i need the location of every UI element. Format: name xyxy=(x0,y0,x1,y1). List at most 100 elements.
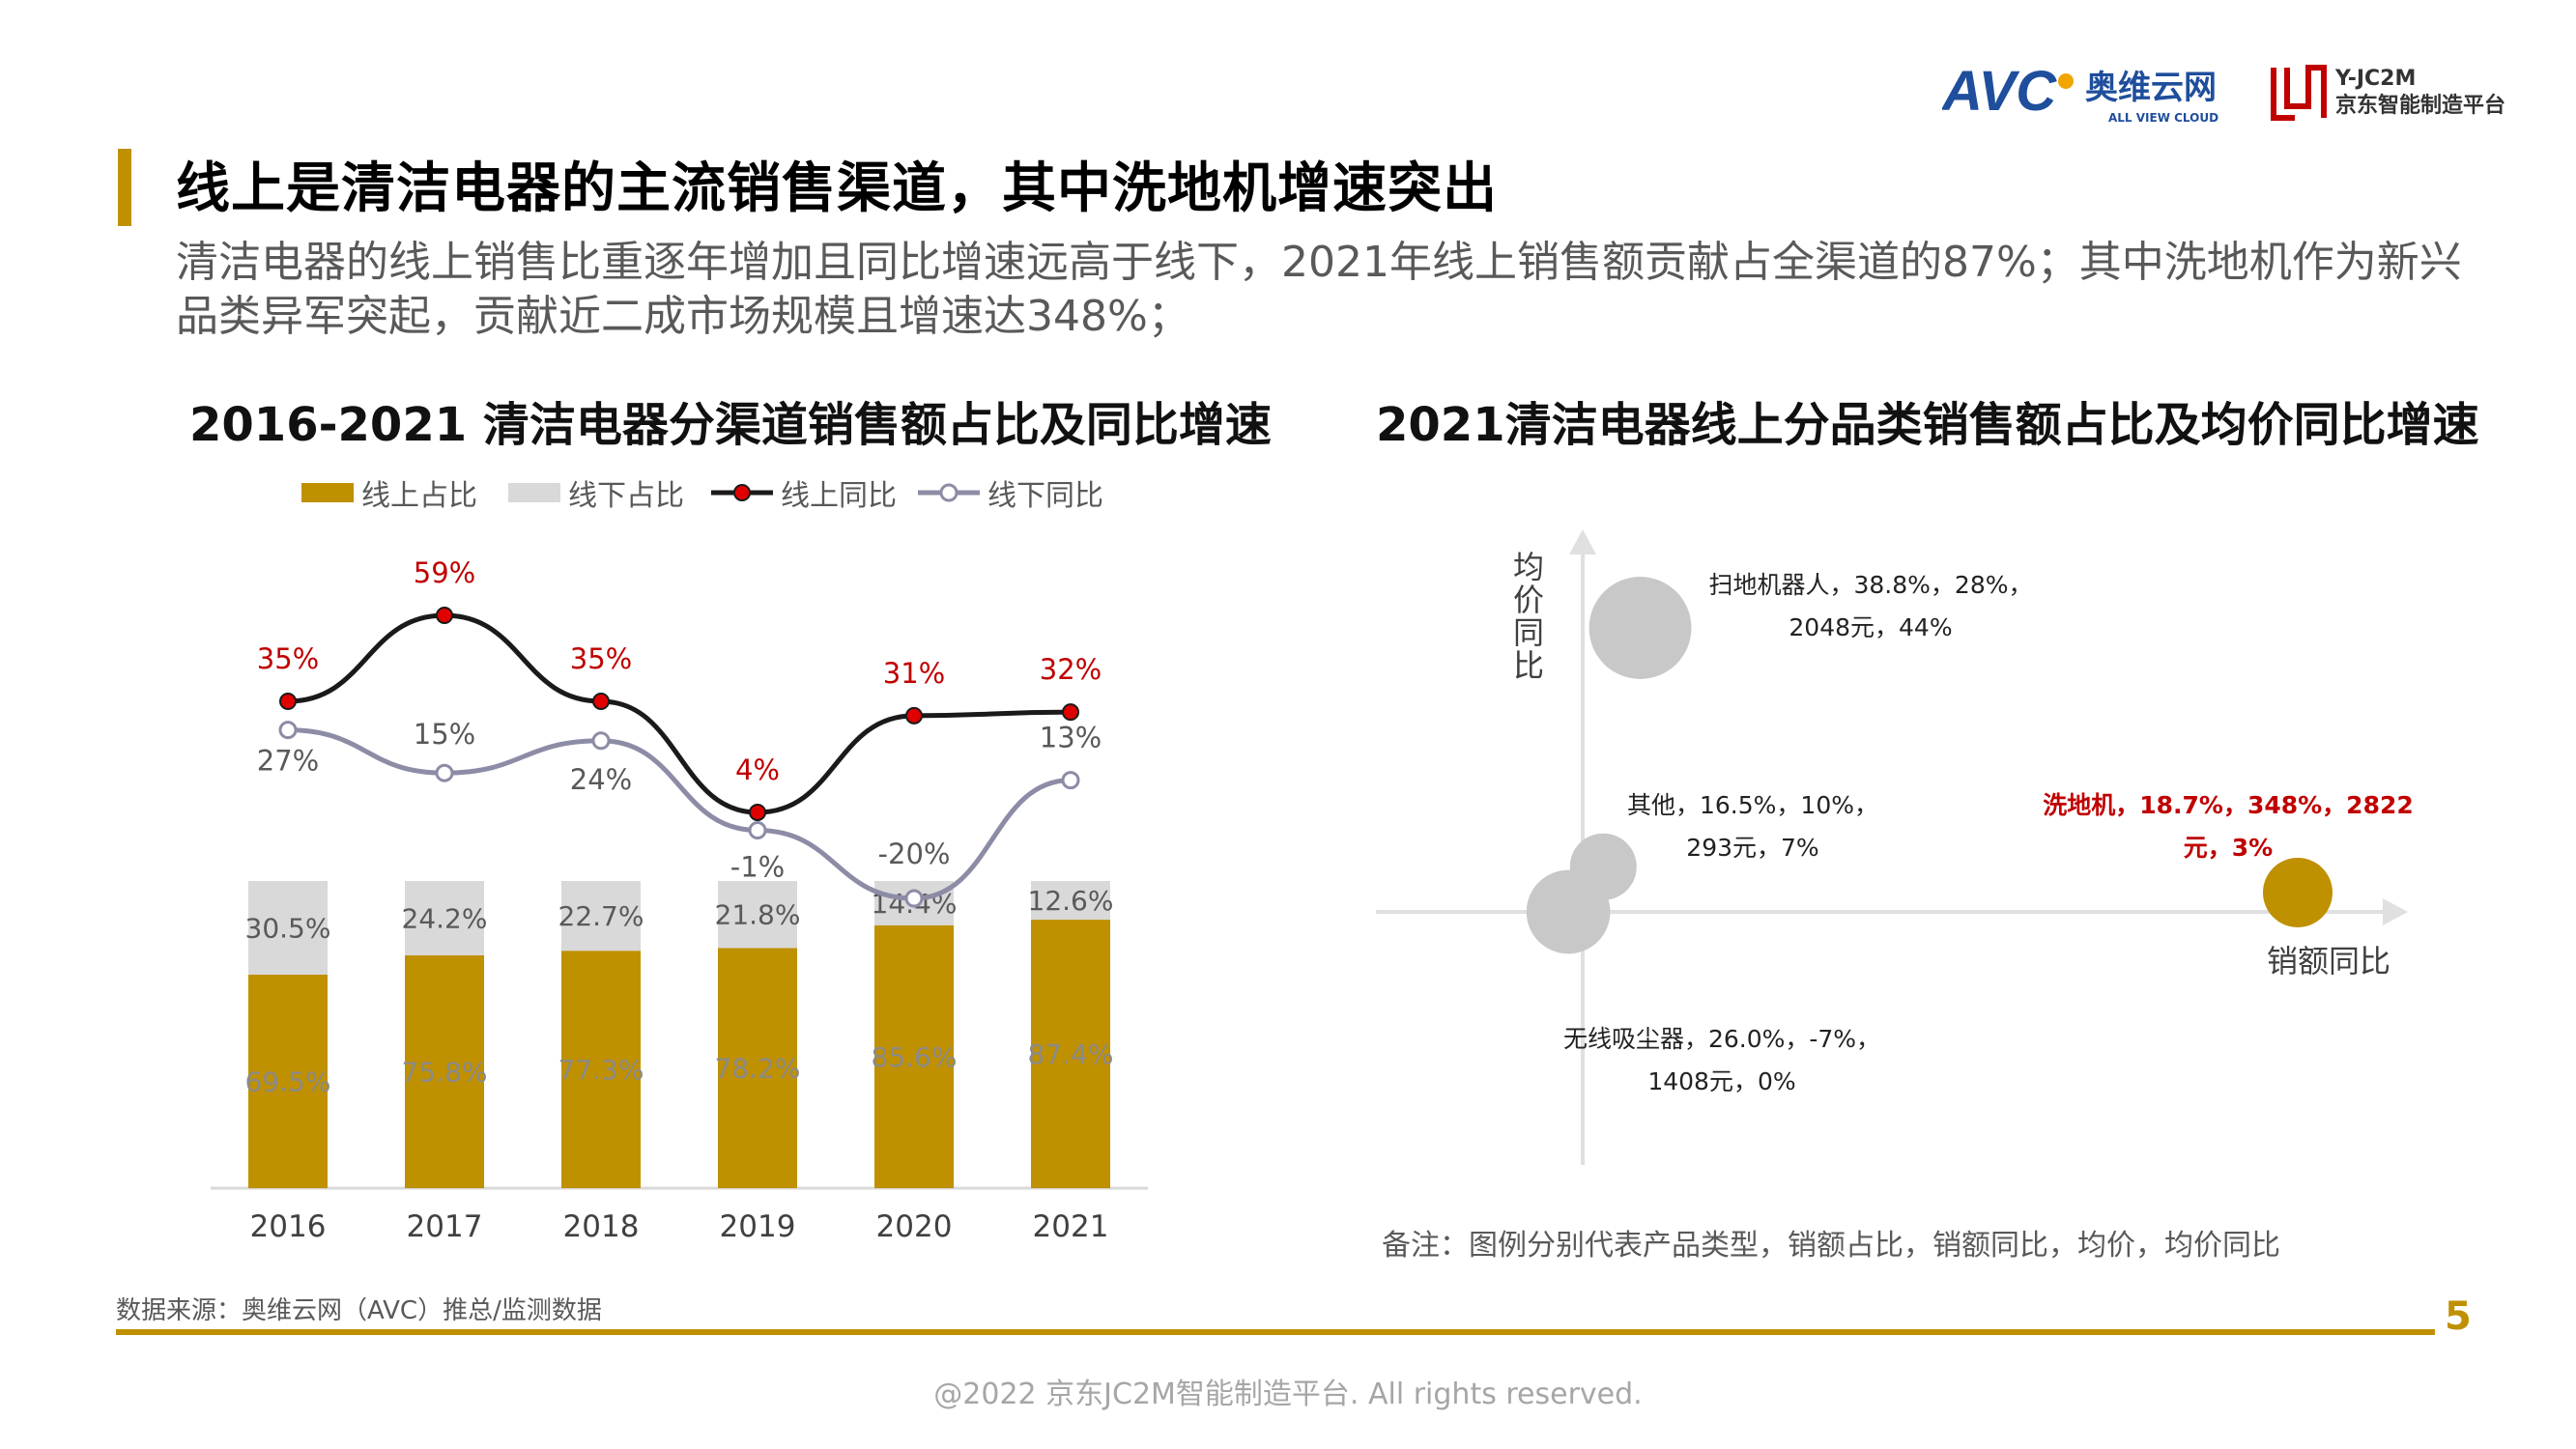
bubble-label-无线吸尘器-line1: 无线吸尘器，26.0%，-7%， xyxy=(1563,1025,1880,1053)
bar-online-2021 xyxy=(1031,920,1110,1188)
channel-share-chart: 69.5% 30.5% 2016 75.8% 24.2% 2017 77.3% 22.7% 20… xyxy=(211,556,1148,1244)
point-offline-yoy-2017 xyxy=(435,763,454,782)
label-online-yoy-2018: 35% xyxy=(570,642,632,675)
y-axis-label-char-3: 比 xyxy=(1513,647,1544,684)
jc2m-name: Y-JC2M xyxy=(2334,67,2416,91)
label-offline-yoy-2017: 15% xyxy=(414,718,475,751)
jc2m-emblem-icon xyxy=(2271,65,2327,121)
bar-label-offline-2017: 24.2% xyxy=(402,902,488,934)
bar-label-online-2017: 75.8% xyxy=(402,1056,488,1088)
legend-swatch-offline-yoy xyxy=(918,483,980,502)
x-tick-2020: 2020 xyxy=(876,1209,953,1244)
bubble-label-无线吸尘器-line2: 1408元，0% xyxy=(1647,1067,1795,1095)
y-axis-arrow-icon xyxy=(1569,529,1596,554)
y-axis-label-char-0: 均 xyxy=(1513,549,1544,585)
footer-divider xyxy=(116,1329,2435,1335)
bar-label-online-2018: 77.3% xyxy=(558,1054,644,1086)
point-online-yoy-2017 xyxy=(436,607,453,624)
bar-label-online-2020: 85.6% xyxy=(872,1041,958,1073)
avc-logo-text: AVC xyxy=(1942,60,2057,123)
bar-label-offline-2021: 12.6% xyxy=(1028,885,1114,917)
bar-offline-2018 xyxy=(561,881,641,952)
point-online-yoy-2020 xyxy=(905,706,923,724)
data-source: 数据来源：奥维云网（AVC）推总/监测数据 xyxy=(116,1296,602,1325)
x-tick-2019: 2019 xyxy=(720,1209,796,1244)
label-online-yoy-2021: 32% xyxy=(1040,653,1102,686)
y-axis-label-char-1: 价 xyxy=(1513,582,1544,618)
point-online-yoy-2019 xyxy=(749,803,766,821)
chart-note: 备注：图例分别代表产品类型，销额占比，销额同比，均价，均价同比 xyxy=(1382,1229,2280,1263)
label-offline-yoy-2020: -20% xyxy=(878,838,951,870)
right-chart-title: 2021清洁电器线上分品类销售额占比及均价同比增速 xyxy=(1376,398,2479,452)
bar-online-2016 xyxy=(248,974,328,1188)
bubble-label-洗地机-line1: 洗地机，18.7%，348%，2822 xyxy=(2043,791,2414,819)
point-offline-yoy-2019 xyxy=(748,821,767,840)
x-axis-arrow-icon xyxy=(2383,898,2408,925)
bar-online-2018 xyxy=(561,951,641,1188)
point-online-yoy-2021 xyxy=(1062,703,1079,722)
point-online-yoy-2016 xyxy=(279,693,297,711)
bar-label-online-2016: 69.5% xyxy=(245,1065,331,1097)
x-tick-2018: 2018 xyxy=(563,1209,640,1244)
label-online-yoy-2020: 31% xyxy=(883,657,945,690)
bar-label-offline-2016: 30.5% xyxy=(245,912,331,944)
bar-online-2020 xyxy=(874,924,954,1188)
bubble-label-扫地机器人-line1: 扫地机器人，38.8%，28%， xyxy=(1709,571,2033,599)
title-accent-bar xyxy=(118,149,131,226)
x-tick-2021: 2021 xyxy=(1033,1209,1109,1244)
y-axis-label-char-2: 同 xyxy=(1513,614,1544,651)
legend-offline-yoy: 线下同比 xyxy=(918,469,1103,516)
legend-online-share: 线上占比 xyxy=(301,469,477,516)
bar-offline-2017 xyxy=(405,881,484,955)
legend-swatch-online-yoy xyxy=(711,484,773,501)
legend-swatch-online xyxy=(301,483,354,502)
bubble-label-洗地机-line2: 元，3% xyxy=(2184,834,2273,862)
bar-online-2017 xyxy=(405,954,484,1188)
x-axis-label: 销额同比 xyxy=(2267,943,2390,980)
legend-label-online-yoy: 线上同比 xyxy=(781,479,897,513)
bubble-扫地机器人 xyxy=(1589,577,1692,679)
bubble-label-其他-line1: 其他，16.5%，10%， xyxy=(1627,791,1878,819)
legend-online-yoy: 线上同比 xyxy=(711,469,897,516)
bar-label-offline-2018: 22.7% xyxy=(558,900,644,932)
label-offline-yoy-2021: 13% xyxy=(1040,722,1102,754)
x-tick-2016: 2016 xyxy=(250,1209,327,1244)
bubble-无线吸尘器 xyxy=(1526,869,1611,954)
point-offline-yoy-2021 xyxy=(1061,771,1080,790)
avc-logo: AVC 奥维云网 ALL VIEW CLOUD xyxy=(1942,60,2218,125)
label-offline-yoy-2018: 24% xyxy=(570,763,632,796)
bar-offline-2016 xyxy=(248,881,328,975)
left-chart-title: 2016-2021 清洁电器分渠道销售额占比及同比增速 xyxy=(189,398,1272,452)
bar-online-2019 xyxy=(718,948,797,1188)
bar-label-offline-2019: 21.8% xyxy=(715,899,801,931)
legend-offline-share: 线下占比 xyxy=(508,469,684,516)
label-offline-yoy-2016: 27% xyxy=(257,745,319,778)
page-subtitle: 清洁电器的线上销售比重逐年增加且同比增速远高于线下，2021年线上销售额贡献占全… xyxy=(176,238,2462,341)
point-offline-yoy-2018 xyxy=(591,731,611,751)
bubble-label-扫地机器人-line2: 2048元，44% xyxy=(1789,613,1952,641)
copyright: @2022 京东JC2M智能制造平台. All rights reserved. xyxy=(933,1378,1643,1411)
jc2m-logo: Y-JC2M 京东智能制造平台 xyxy=(2271,65,2505,121)
avc-logo-cn: 奥维云网 xyxy=(2085,69,2217,107)
bar-offline-2019 xyxy=(718,881,797,949)
avc-logo-en: ALL VIEW CLOUD xyxy=(2108,111,2218,125)
x-tick-2017: 2017 xyxy=(407,1209,483,1244)
legend-label-offline: 线下占比 xyxy=(568,479,684,513)
bubble-洗地机 xyxy=(2263,857,2333,927)
bubble-label-其他-line2: 293元，7% xyxy=(1686,834,1818,862)
label-online-yoy-2016: 35% xyxy=(257,642,319,675)
page-title: 线上是清洁电器的主流销售渠道，其中洗地机增速突出 xyxy=(176,157,1498,220)
bar-label-online-2019: 78.2% xyxy=(715,1053,801,1085)
avc-logo-dot xyxy=(2058,73,2074,89)
bar-offline-2021 xyxy=(1031,881,1110,921)
jc2m-cn: 京东智能制造平台 xyxy=(2335,93,2505,118)
label-online-yoy-2019: 4% xyxy=(735,753,780,786)
legend-label-offline-yoy: 线下同比 xyxy=(987,479,1103,513)
point-online-yoy-2018 xyxy=(592,693,610,711)
bar-label-online-2021: 87.4% xyxy=(1028,1038,1114,1070)
legend-swatch-offline xyxy=(508,483,560,502)
label-offline-yoy-2019: -1% xyxy=(730,851,785,884)
line-offline-yoy xyxy=(287,727,1072,901)
page-number: 5 xyxy=(2445,1294,2472,1339)
